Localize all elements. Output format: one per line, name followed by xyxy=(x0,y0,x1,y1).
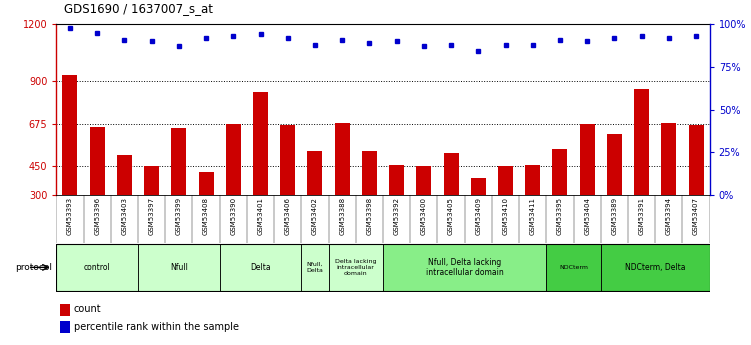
Text: Delta lacking
intracellular
domain: Delta lacking intracellular domain xyxy=(335,259,376,276)
Text: GSM53396: GSM53396 xyxy=(94,197,100,236)
Bar xyxy=(525,165,540,195)
Text: GDS1690 / 1637007_s_at: GDS1690 / 1637007_s_at xyxy=(64,2,213,16)
Text: count: count xyxy=(74,305,101,314)
Text: GSM53411: GSM53411 xyxy=(529,197,535,235)
Bar xyxy=(634,89,649,195)
FancyBboxPatch shape xyxy=(601,244,710,291)
FancyBboxPatch shape xyxy=(301,244,328,291)
Text: NDCterm: NDCterm xyxy=(559,265,588,270)
Bar xyxy=(198,172,213,195)
Bar xyxy=(280,125,295,195)
Text: GSM53405: GSM53405 xyxy=(448,197,454,235)
Bar xyxy=(335,123,350,195)
Text: GSM53400: GSM53400 xyxy=(421,197,427,235)
Text: Delta: Delta xyxy=(250,263,271,272)
Text: GSM53395: GSM53395 xyxy=(557,197,563,235)
Text: Nfull: Nfull xyxy=(170,263,188,272)
FancyBboxPatch shape xyxy=(56,244,138,291)
Bar xyxy=(362,151,377,195)
Text: GSM53403: GSM53403 xyxy=(122,197,128,235)
Text: GSM53397: GSM53397 xyxy=(149,197,155,236)
Bar xyxy=(307,151,322,195)
Text: GSM53409: GSM53409 xyxy=(475,197,481,235)
Bar xyxy=(89,127,104,195)
Text: GSM53401: GSM53401 xyxy=(258,197,264,235)
FancyBboxPatch shape xyxy=(138,244,219,291)
Bar xyxy=(416,166,431,195)
Bar xyxy=(471,178,486,195)
Bar xyxy=(226,124,241,195)
Text: GSM53391: GSM53391 xyxy=(638,197,644,236)
Bar xyxy=(689,125,704,195)
Bar xyxy=(498,166,513,195)
Bar xyxy=(389,165,404,195)
Text: GSM53388: GSM53388 xyxy=(339,197,345,236)
FancyBboxPatch shape xyxy=(383,244,547,291)
Text: control: control xyxy=(84,263,110,272)
Text: protocol: protocol xyxy=(16,263,53,272)
Text: GSM53398: GSM53398 xyxy=(366,197,372,236)
Bar xyxy=(253,92,268,195)
Text: GSM53404: GSM53404 xyxy=(584,197,590,235)
Text: Nfull, Delta lacking
intracellular domain: Nfull, Delta lacking intracellular domai… xyxy=(426,258,504,277)
Text: Nfull,
Delta: Nfull, Delta xyxy=(306,262,324,273)
Bar xyxy=(580,124,595,195)
Bar xyxy=(144,167,159,195)
Text: GSM53392: GSM53392 xyxy=(394,197,400,235)
Text: GSM53406: GSM53406 xyxy=(285,197,291,235)
Bar xyxy=(662,123,677,195)
Bar xyxy=(171,128,186,195)
FancyBboxPatch shape xyxy=(328,244,383,291)
Bar xyxy=(62,75,77,195)
FancyBboxPatch shape xyxy=(219,244,301,291)
Text: GSM53407: GSM53407 xyxy=(693,197,699,235)
Text: GSM53394: GSM53394 xyxy=(666,197,672,235)
Text: NDCterm, Delta: NDCterm, Delta xyxy=(625,263,686,272)
Text: GSM53389: GSM53389 xyxy=(611,197,617,236)
Bar xyxy=(553,149,568,195)
Text: GSM53410: GSM53410 xyxy=(502,197,508,235)
Text: percentile rank within the sample: percentile rank within the sample xyxy=(74,322,239,332)
Text: GSM53402: GSM53402 xyxy=(312,197,318,235)
Bar xyxy=(607,134,622,195)
Bar xyxy=(444,153,459,195)
Bar xyxy=(117,155,132,195)
Text: GSM53393: GSM53393 xyxy=(67,197,73,236)
Text: GSM53408: GSM53408 xyxy=(203,197,209,235)
Text: GSM53399: GSM53399 xyxy=(176,197,182,236)
Text: GSM53390: GSM53390 xyxy=(231,197,237,236)
FancyBboxPatch shape xyxy=(547,244,601,291)
